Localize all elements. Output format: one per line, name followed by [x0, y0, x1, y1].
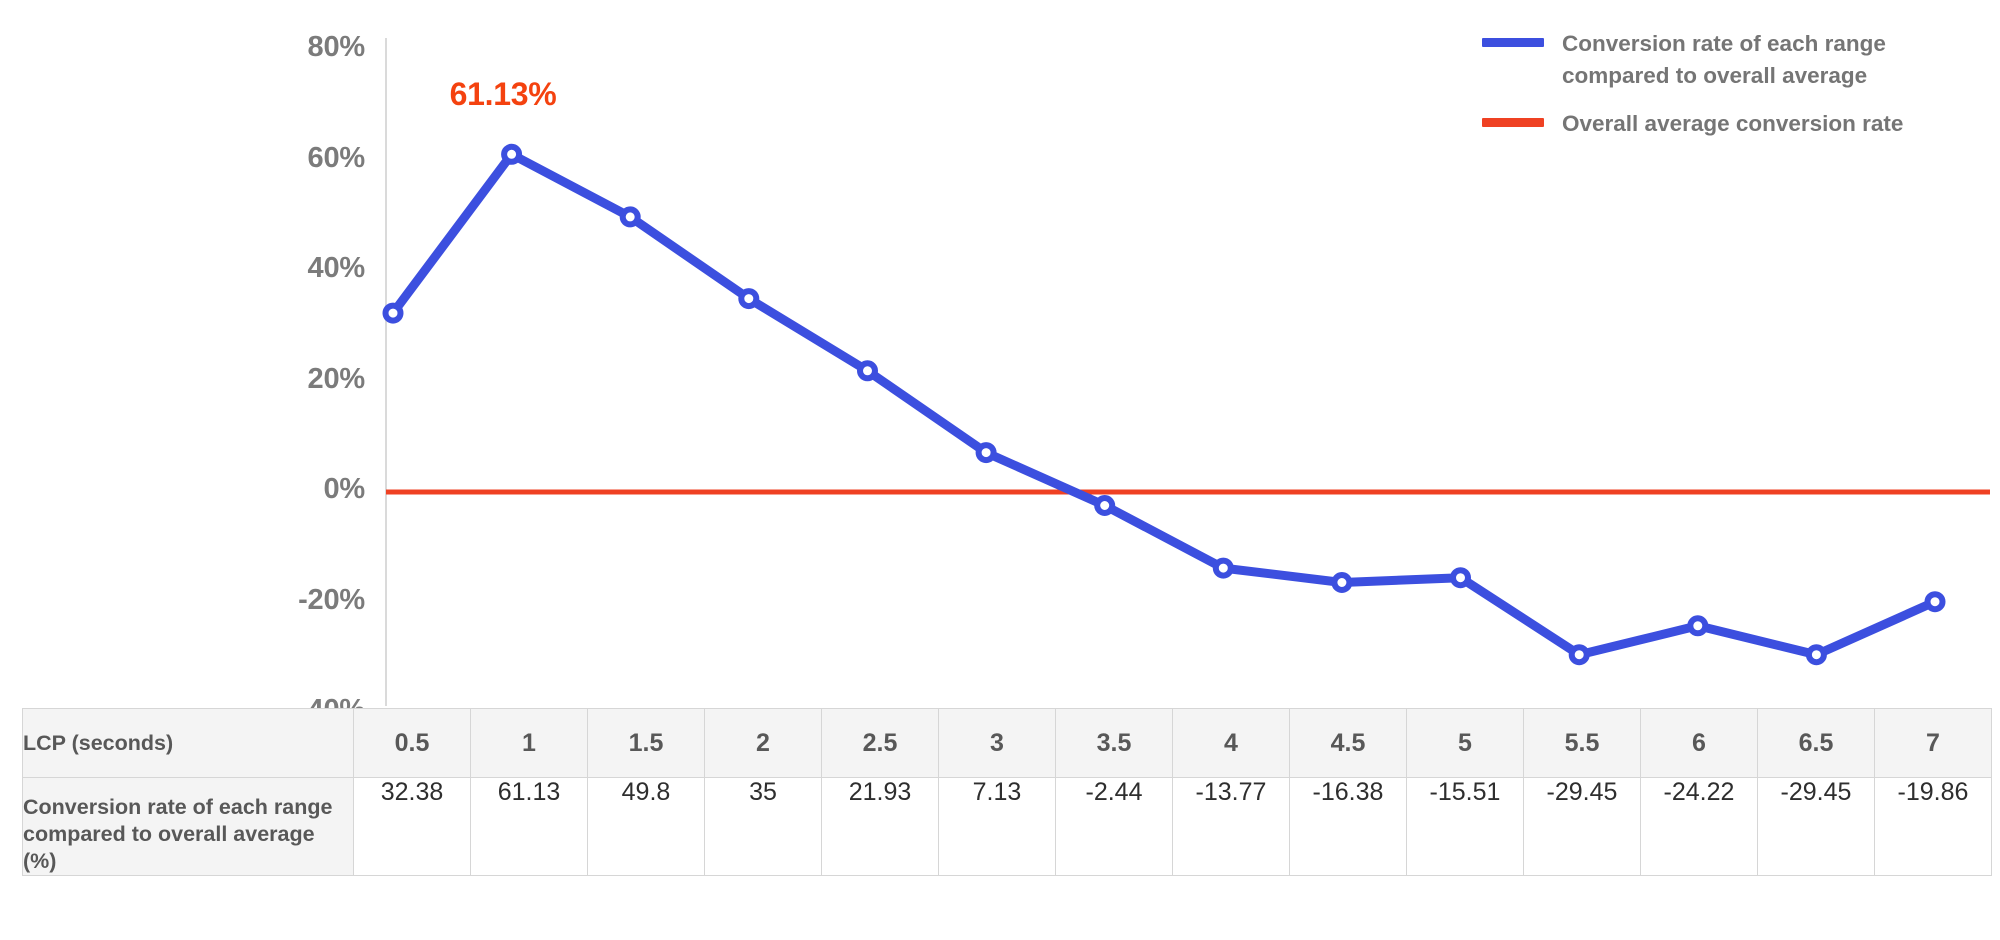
table-column-header: 6.5 [1757, 708, 1875, 778]
data-table-body: Conversion rate of each range compared t… [22, 777, 1992, 876]
data-point-marker[interactable] [382, 302, 404, 324]
legend-swatch-red-icon [1482, 118, 1544, 127]
table-value-cell: 35 [704, 777, 822, 876]
table-value-cell: 32.38 [353, 777, 471, 876]
y-axis-tick-label: 60% [307, 141, 366, 174]
table-value-cell: -2.44 [1055, 777, 1173, 876]
table-column-header: 5.5 [1523, 708, 1641, 778]
data-point-marker[interactable] [975, 442, 997, 464]
table-column-header: 4 [1172, 708, 1290, 778]
legend-item-average[interactable]: Overall average conversion rate [1482, 108, 1992, 140]
table-column-header: 6 [1640, 708, 1758, 778]
y-axis-tick-label: 0% [323, 473, 365, 505]
data-table-head: LCP (seconds) 0.5 1 1.5 2 2.5 3 3.5 4 4.5 5 5.5 6 6.… [22, 708, 1992, 778]
table-value-cell: -13.77 [1172, 777, 1290, 876]
chart-legend: Conversion rate of each range compared t… [1482, 28, 1992, 156]
y-axis-tick-label: 40% [307, 252, 366, 284]
data-point-marker[interactable] [1805, 644, 1827, 666]
legend-item-series[interactable]: Conversion rate of each range compared t… [1482, 28, 1992, 92]
conversion-rate-series-line [388, 149, 1940, 660]
table-value-cell: -15.51 [1406, 777, 1524, 876]
table-value-cell: -29.45 [1523, 777, 1641, 876]
data-point-marker[interactable] [857, 360, 878, 382]
table-column-header: 2.5 [821, 708, 939, 778]
data-point-marker[interactable] [1687, 615, 1709, 637]
table-value-cell: -24.22 [1640, 777, 1758, 876]
conversion-rate-series-markers [382, 143, 1946, 666]
data-table-container: LCP (seconds) 0.5 1 1.5 2 2.5 3 3.5 4 4.5 5 5.5 6 6.… [22, 708, 1992, 876]
data-table: LCP (seconds) 0.5 1 1.5 2 2.5 3 3.5 4 4.5 5 5.5 6 6.… [22, 708, 1992, 876]
y-axis-tick-label: -20% [298, 583, 365, 616]
table-column-header: 0.5 [353, 708, 471, 778]
data-point-marker[interactable] [1924, 591, 1946, 613]
table-column-header: 4.5 [1289, 708, 1407, 778]
legend-swatch-blue-icon [1482, 38, 1544, 47]
table-column-header: 3 [938, 708, 1056, 778]
table-value-cell: 21.93 [821, 777, 939, 876]
data-point-marker[interactable] [1331, 572, 1353, 593]
table-value-cell: 49.8 [587, 777, 705, 876]
peak-value-annotation: 61.13% [449, 76, 557, 113]
table-column-header: 3.5 [1055, 708, 1173, 778]
data-point-marker[interactable] [738, 288, 760, 310]
data-point-marker[interactable] [1212, 557, 1234, 579]
table-header-row: LCP (seconds) 0.5 1 1.5 2 2.5 3 3.5 4 4.5 5 5.5 6 6.… [22, 708, 1992, 778]
data-point-marker[interactable] [1568, 644, 1590, 666]
chart-plot-svg [382, 38, 1990, 706]
table-column-header: 7 [1874, 708, 1992, 778]
y-axis-tick-label: 80% [307, 31, 366, 63]
legend-label-average: Overall average conversion rate [1562, 111, 1904, 136]
y-axis-tick-label: 20% [307, 362, 366, 395]
table-row-header: Conversion rate of each range compared t… [22, 777, 354, 876]
data-point-marker[interactable] [501, 143, 523, 165]
legend-label-series: Conversion rate of each range compared t… [1562, 31, 1886, 88]
table-value-cell: -16.38 [1289, 777, 1407, 876]
data-point-marker[interactable] [619, 206, 641, 228]
table-column-header: 2 [704, 708, 822, 778]
table-column-header: 1.5 [587, 708, 705, 778]
table-row: Conversion rate of each range compared t… [22, 777, 1992, 876]
data-point-marker[interactable] [1094, 495, 1116, 516]
table-column-header: 5 [1406, 708, 1524, 778]
table-value-cell: 61.13 [470, 777, 588, 876]
data-point-marker[interactable] [1450, 567, 1471, 589]
table-value-cell: -29.45 [1757, 777, 1875, 876]
table-value-cell: -19.86 [1874, 777, 1992, 876]
table-corner-header: LCP (seconds) [22, 708, 354, 778]
table-column-header: 1 [470, 708, 588, 778]
line-chart: 80%60%40%20%0%-20%-40% 61.13% [298, 31, 1990, 726]
table-value-cell: 7.13 [938, 777, 1056, 876]
